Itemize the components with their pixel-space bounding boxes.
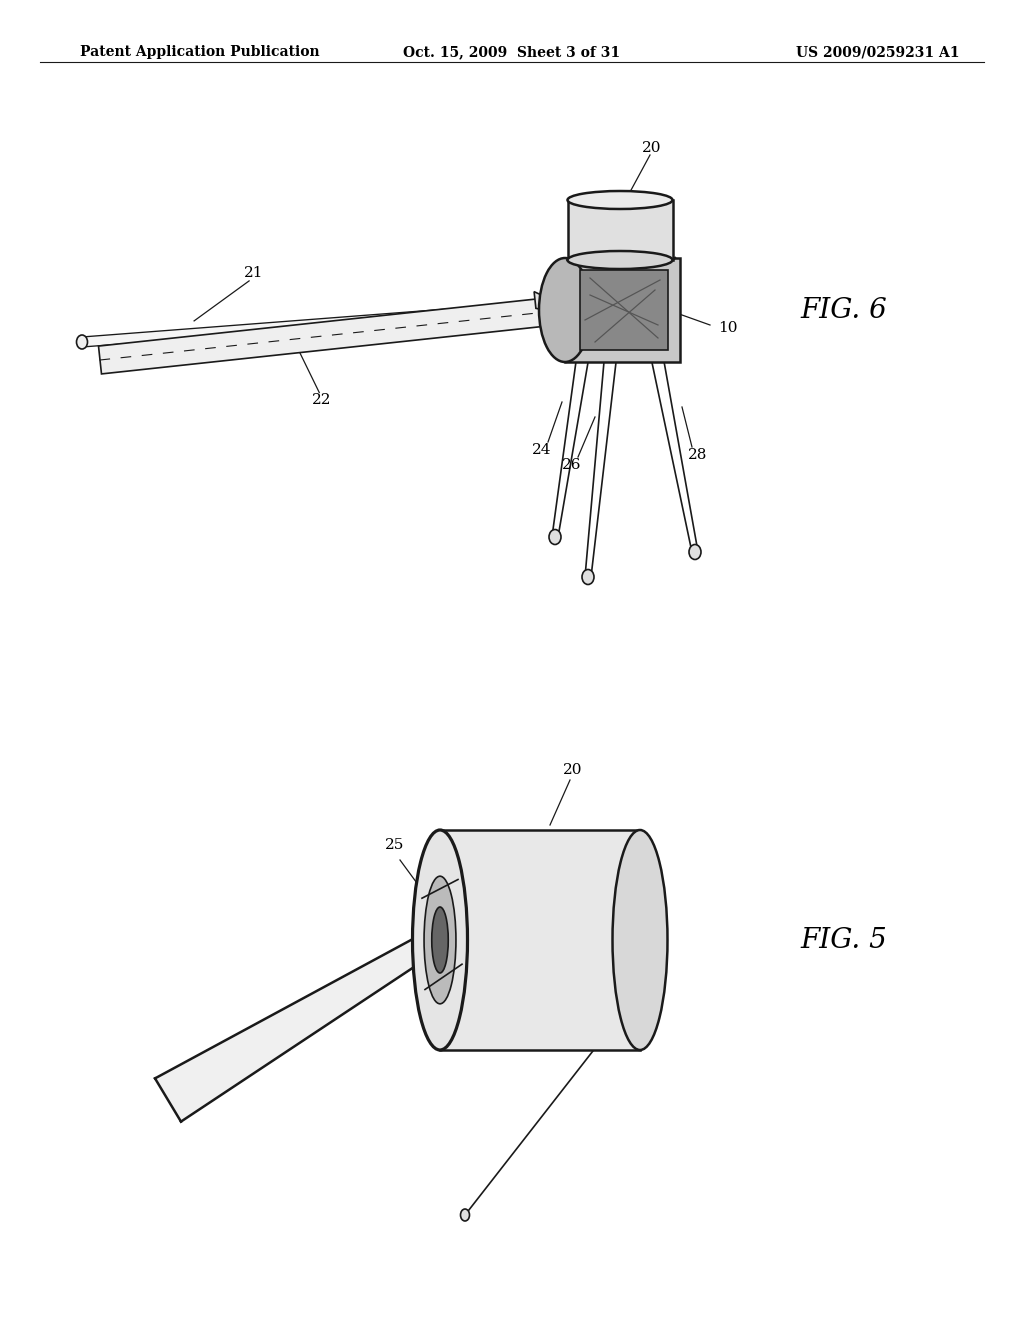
Polygon shape (155, 931, 440, 1122)
Text: 26: 26 (562, 458, 582, 473)
Polygon shape (567, 201, 673, 260)
Text: 20: 20 (563, 763, 583, 777)
Ellipse shape (413, 830, 468, 1049)
Text: 20: 20 (642, 141, 662, 154)
Polygon shape (82, 300, 565, 347)
Text: 25: 25 (385, 838, 404, 851)
Ellipse shape (689, 544, 701, 560)
Polygon shape (98, 296, 566, 374)
Text: Patent Application Publication: Patent Application Publication (80, 45, 319, 59)
Ellipse shape (432, 907, 449, 973)
Ellipse shape (539, 257, 591, 362)
Text: FIG. 5: FIG. 5 (800, 927, 887, 953)
Text: FIG. 6: FIG. 6 (800, 297, 887, 323)
Polygon shape (565, 257, 680, 362)
Ellipse shape (461, 1209, 469, 1221)
Ellipse shape (567, 191, 673, 209)
Ellipse shape (77, 335, 87, 348)
Ellipse shape (612, 830, 668, 1049)
Ellipse shape (567, 251, 673, 269)
Text: 10: 10 (718, 321, 737, 335)
Ellipse shape (424, 876, 456, 1003)
Polygon shape (535, 292, 565, 314)
Text: 22: 22 (311, 392, 331, 407)
Text: 28: 28 (688, 447, 708, 462)
Ellipse shape (582, 569, 594, 585)
Polygon shape (440, 830, 640, 1049)
Ellipse shape (549, 529, 561, 544)
Text: Oct. 15, 2009  Sheet 3 of 31: Oct. 15, 2009 Sheet 3 of 31 (403, 45, 621, 59)
Text: 24: 24 (532, 444, 552, 457)
Text: 21: 21 (245, 265, 264, 280)
Text: US 2009/0259231 A1: US 2009/0259231 A1 (797, 45, 961, 59)
Polygon shape (580, 271, 668, 350)
